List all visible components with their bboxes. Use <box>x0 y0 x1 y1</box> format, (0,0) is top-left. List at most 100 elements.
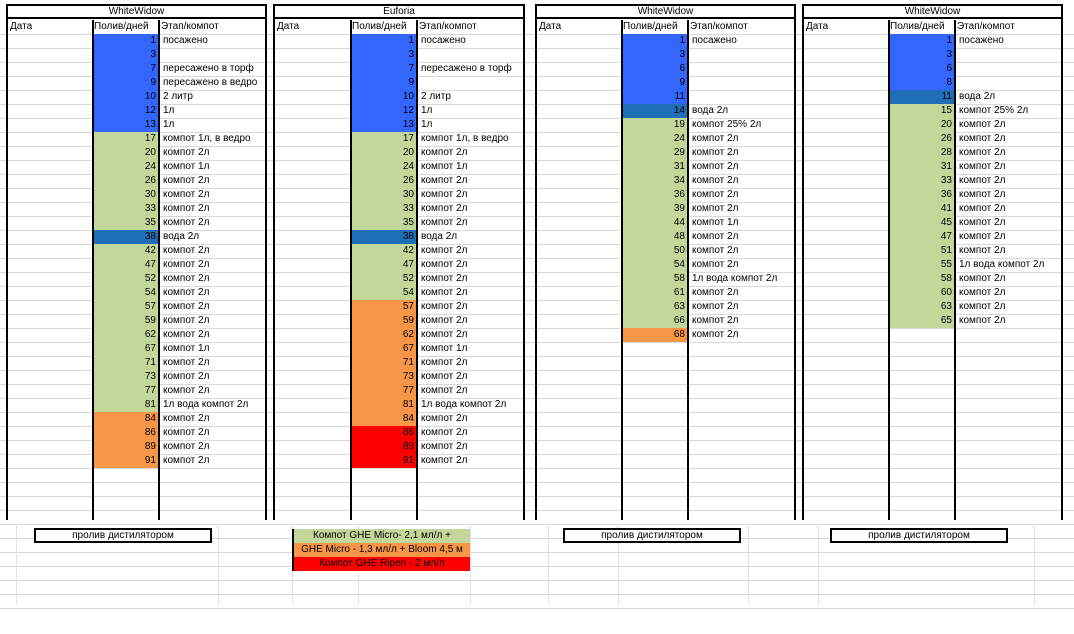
stage-cell[interactable]: вода 2л <box>421 231 458 242</box>
stage-cell[interactable]: компот 2л <box>421 329 468 340</box>
watering-day-cell[interactable]: 48 <box>623 230 687 244</box>
stage-cell[interactable]: компот 2л <box>421 175 468 186</box>
watering-day-cell[interactable]: 6 <box>623 62 687 76</box>
stage-cell[interactable]: пересажено в ведро <box>163 77 258 88</box>
watering-day-cell[interactable]: 26 <box>890 132 954 146</box>
watering-day-cell[interactable]: 54 <box>352 286 416 300</box>
stage-cell[interactable]: компот 2л <box>163 315 210 326</box>
watering-day-cell[interactable]: 12 <box>352 104 416 118</box>
stage-cell[interactable]: компот 2л <box>421 147 468 158</box>
stage-cell[interactable]: 1л <box>163 105 175 116</box>
stage-cell[interactable] <box>956 48 959 62</box>
stage-cell[interactable]: компот 2л <box>692 315 739 326</box>
watering-day-cell[interactable]: 33 <box>352 202 416 216</box>
stage-cell[interactable]: компот 2л <box>421 455 468 466</box>
watering-day-cell[interactable]: 68 <box>623 328 687 342</box>
stage-cell[interactable]: посажено <box>421 35 466 46</box>
watering-day-cell[interactable]: 84 <box>352 412 416 426</box>
watering-day-cell[interactable]: 31 <box>623 160 687 174</box>
stage-cell[interactable]: компот 2л <box>421 413 468 424</box>
watering-day-cell[interactable]: 71 <box>352 356 416 370</box>
watering-day-cell[interactable]: 7 <box>352 62 416 76</box>
watering-day-cell[interactable]: 42 <box>94 244 158 258</box>
stage-cell[interactable]: компот 2л <box>692 175 739 186</box>
watering-day-cell[interactable]: 3 <box>623 48 687 62</box>
stage-cell[interactable]: компот 2л <box>421 301 468 312</box>
stage-cell[interactable]: 1л вода компот 2л <box>692 273 778 284</box>
watering-day-cell[interactable]: 36 <box>623 188 687 202</box>
stage-cell[interactable]: компот 2л <box>692 189 739 200</box>
stage-cell[interactable]: компот 2л <box>163 455 210 466</box>
watering-day-cell[interactable]: 81 <box>94 398 158 412</box>
watering-day-cell[interactable]: 77 <box>94 384 158 398</box>
stage-cell[interactable]: компот 2л <box>692 147 739 158</box>
stage-cell[interactable]: компот 2л <box>163 301 210 312</box>
stage-cell[interactable]: компот 25% 2л <box>692 119 762 130</box>
watering-day-cell[interactable]: 66 <box>623 314 687 328</box>
watering-day-cell[interactable]: 10 <box>94 90 158 104</box>
watering-day-cell[interactable]: 20 <box>352 146 416 160</box>
watering-day-cell[interactable]: 20 <box>890 118 954 132</box>
watering-day-cell[interactable]: 73 <box>352 370 416 384</box>
stage-cell[interactable]: вода 2л <box>959 91 996 102</box>
watering-day-cell[interactable]: 12 <box>94 104 158 118</box>
watering-day-cell[interactable]: 13 <box>94 118 158 132</box>
stage-cell[interactable]: 1л вода компот 2л <box>421 399 507 410</box>
stage-cell[interactable]: компот 2л <box>421 245 468 256</box>
stage-cell[interactable]: компот 2л <box>163 329 210 340</box>
watering-day-cell[interactable]: 3 <box>890 48 954 62</box>
watering-day-cell[interactable]: 9 <box>94 76 158 90</box>
stage-cell[interactable]: компот 2л <box>959 133 1006 144</box>
watering-day-cell[interactable]: 17 <box>94 132 158 146</box>
watering-day-cell[interactable]: 8 <box>890 76 954 90</box>
watering-day-cell[interactable]: 10 <box>352 90 416 104</box>
watering-day-cell[interactable]: 35 <box>94 216 158 230</box>
watering-day-cell[interactable]: 38 <box>94 230 158 244</box>
stage-cell[interactable]: компот 1л, в ведро <box>163 133 251 144</box>
stage-cell[interactable]: компот 2л <box>421 259 468 270</box>
watering-day-cell[interactable]: 41 <box>890 202 954 216</box>
watering-day-cell[interactable]: 19 <box>623 118 687 132</box>
watering-day-cell[interactable]: 24 <box>623 132 687 146</box>
watering-day-cell[interactable]: 9 <box>352 76 416 90</box>
stage-cell[interactable]: компот 2л <box>959 315 1006 326</box>
watering-day-cell[interactable]: 61 <box>623 286 687 300</box>
legend-row-orange[interactable]: GHE Micro - 1,3 мл/л + Bloom 4,5 м <box>294 543 470 557</box>
watering-day-cell[interactable]: 67 <box>94 342 158 356</box>
stage-cell[interactable]: пересажено в торф <box>163 63 254 74</box>
stage-cell[interactable]: компот 2л <box>959 287 1006 298</box>
watering-day-cell[interactable]: 63 <box>890 300 954 314</box>
watering-day-cell[interactable]: 62 <box>352 328 416 342</box>
stage-cell[interactable] <box>689 48 692 62</box>
watering-day-cell[interactable]: 47 <box>94 258 158 272</box>
stage-cell[interactable]: компот 2л <box>421 203 468 214</box>
watering-day-cell[interactable]: 65 <box>890 314 954 328</box>
watering-day-cell[interactable]: 11 <box>623 90 687 104</box>
stage-cell[interactable]: компот 2л <box>959 147 1006 158</box>
stage-cell[interactable]: компот 2л <box>692 329 739 340</box>
stage-cell[interactable]: компот 2л <box>959 245 1006 256</box>
watering-day-cell[interactable]: 1 <box>352 34 416 48</box>
legend-row-red[interactable]: Компот GHE Ripen - 2 мл/л <box>294 557 470 571</box>
stage-cell[interactable] <box>689 62 692 76</box>
stage-cell[interactable]: компот 2л <box>163 371 210 382</box>
stage-cell[interactable]: компот 2л <box>959 301 1006 312</box>
watering-day-cell[interactable]: 44 <box>623 216 687 230</box>
watering-day-cell[interactable]: 81 <box>352 398 416 412</box>
stage-cell[interactable]: 1л <box>421 119 433 130</box>
watering-day-cell[interactable]: 3 <box>94 48 158 62</box>
watering-day-cell[interactable]: 58 <box>623 272 687 286</box>
watering-day-cell[interactable]: 91 <box>94 454 158 468</box>
stage-cell[interactable]: компот 2л <box>959 231 1006 242</box>
stage-cell[interactable]: компот 1л, в ведро <box>421 133 509 144</box>
watering-day-cell[interactable]: 86 <box>352 426 416 440</box>
stage-cell[interactable]: компот 2л <box>959 119 1006 130</box>
watering-day-cell[interactable]: 63 <box>623 300 687 314</box>
stage-cell[interactable]: 1л <box>421 105 433 116</box>
watering-day-cell[interactable]: 89 <box>352 440 416 454</box>
stage-cell[interactable]: компот 1л <box>421 161 468 172</box>
stage-cell[interactable]: компот 2л <box>959 273 1006 284</box>
watering-day-cell[interactable]: 84 <box>94 412 158 426</box>
watering-day-cell[interactable]: 11 <box>890 90 954 104</box>
stage-cell[interactable]: компот 1л <box>692 217 739 228</box>
